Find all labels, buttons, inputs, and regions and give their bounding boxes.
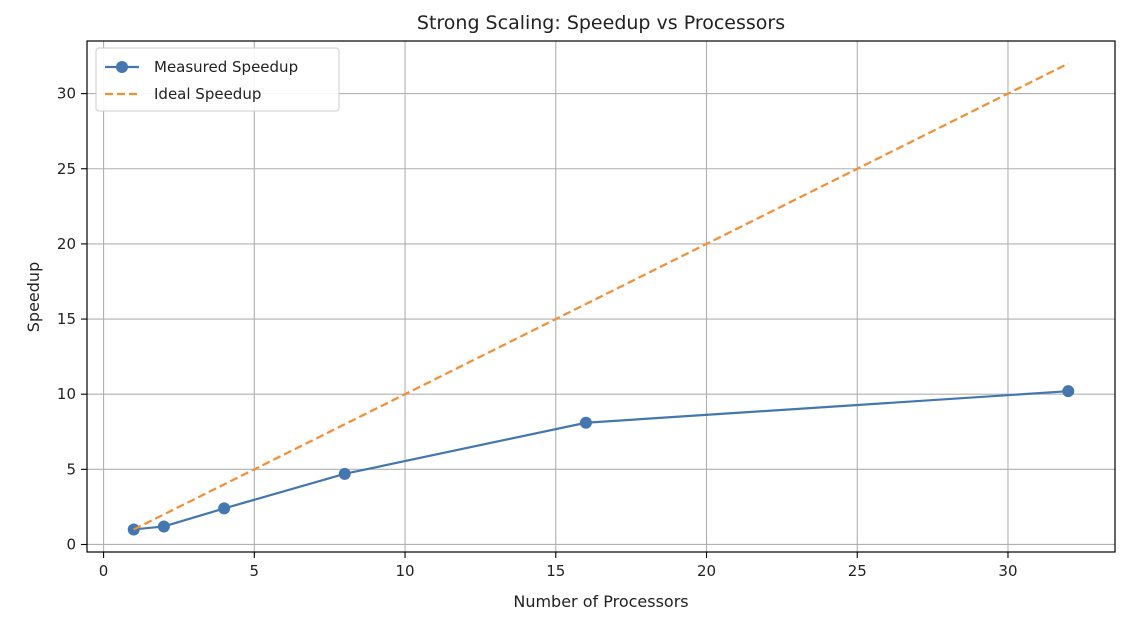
- legend-measured-speedup-marker: [116, 61, 128, 73]
- legend-box: [95, 47, 340, 112]
- x-tick-label: 10: [396, 562, 415, 580]
- plot-frame: [86, 40, 1116, 553]
- measured-speedup-point: [218, 502, 231, 515]
- y-tick-label: 30: [57, 85, 76, 103]
- x-tick-label: 30: [998, 562, 1017, 580]
- measured-speedup-point: [338, 467, 351, 480]
- y-axis-label: Speedup: [24, 262, 43, 332]
- x-tick-label: 20: [697, 562, 716, 580]
- legend: Measured Speedup Ideal Speedup: [95, 47, 340, 112]
- y-tick-label: 25: [57, 160, 76, 178]
- y-tick-label: 5: [66, 460, 76, 478]
- x-tick-label: 5: [250, 562, 260, 580]
- chart-title: Strong Scaling: Speedup vs Processors: [417, 12, 785, 34]
- x-tick-label: 15: [546, 562, 565, 580]
- y-tick-label: 15: [57, 310, 76, 328]
- x-tick-label: 25: [848, 562, 867, 580]
- grid-lines: [87, 41, 1115, 552]
- y-tick-label: 10: [57, 385, 76, 403]
- legend-ideal-speedup-label: Ideal Speedup: [154, 85, 261, 103]
- x-tick-label: 0: [99, 562, 109, 580]
- x-axis-label: Number of Processors: [513, 592, 688, 611]
- y-tick-label: 0: [66, 535, 76, 553]
- measured-speedup-point: [1062, 385, 1075, 398]
- y-tick-label: 20: [57, 235, 76, 253]
- plot-series: [127, 62, 1075, 536]
- legend-entries: Measured Speedup Ideal Speedup: [105, 58, 298, 103]
- legend-measured-speedup-label: Measured Speedup: [154, 58, 298, 76]
- ideal-speedup-line: [133, 62, 1069, 531]
- measured-speedup-point: [579, 416, 592, 429]
- measured-speedup-point: [157, 520, 170, 533]
- axis-ticks: 0 5 10 15 20 25 30 0 5 10 15 20 25 30: [57, 85, 1018, 580]
- measured-speedup-point: [127, 523, 140, 536]
